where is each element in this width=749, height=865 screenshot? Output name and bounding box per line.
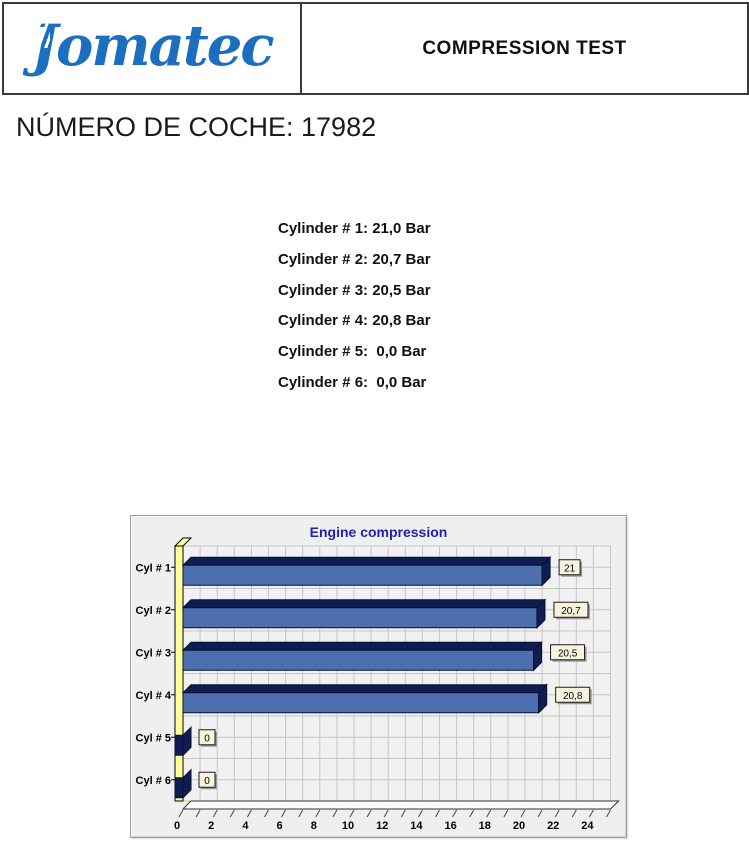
svg-text:24: 24 [581, 820, 594, 832]
y-axis-label-cyl5: Cyl # 5 [136, 732, 171, 744]
svg-text:0: 0 [174, 820, 180, 832]
report-header: Jomatec COMPRESSION TEST [2, 2, 749, 95]
bar-cyl1 [181, 556, 552, 587]
logo-cell: Jomatec [4, 4, 302, 93]
jomatec-logo: Jomatec [31, 12, 275, 80]
logo-letter-j: J [31, 12, 58, 79]
y-axis-label-cyl2: Cyl # 2 [136, 605, 171, 617]
reading-line: Cylinder # 4: 20,8 Bar [278, 312, 431, 330]
cylinder-readings-list: Cylinder # 1: 21,0 Bar Cylinder # 2: 20,… [278, 214, 431, 399]
x-axis-labels: 0 2 4 6 8 10 12 14 16 18 20 22 24 [174, 820, 594, 832]
value-label-cyl6: 0 [198, 771, 217, 790]
reading-line: Cylinder # 3: 20,5 Bar [278, 281, 431, 299]
grid-lines [183, 545, 611, 802]
svg-text:2: 2 [208, 820, 214, 832]
svg-text:8: 8 [311, 820, 317, 832]
y-axis-label-cyl6: Cyl # 6 [136, 775, 171, 787]
svg-text:18: 18 [479, 820, 491, 832]
car-number-heading: NÚMERO DE COCHE: 17982 [16, 112, 377, 142]
y-axis-label-cyl4: Cyl # 4 [136, 690, 172, 702]
value-label-cyl3: 20,5 [550, 644, 587, 662]
bar-cyl2 [181, 598, 547, 629]
svg-text:10: 10 [342, 820, 354, 832]
value-label-cyl1: 21 [558, 559, 583, 577]
reading-line: Cylinder # 5: 0,0 Bar [278, 343, 427, 361]
reading-line: Cylinder # 2: 20,7 Bar [278, 250, 431, 268]
x-axis-floor [181, 800, 620, 810]
value-label-cyl5: 0 [198, 729, 217, 747]
y-axis-label-cyl3: Cyl # 3 [136, 647, 171, 659]
svg-text:14: 14 [410, 820, 423, 832]
svg-text:20: 20 [513, 820, 525, 832]
svg-text:0: 0 [204, 733, 210, 744]
title-cell: COMPRESSION TEST [302, 4, 747, 93]
bar-cyl6 [174, 768, 192, 799]
svg-text:6: 6 [277, 820, 283, 832]
reading-line: Cylinder # 6: 0,0 Bar [278, 373, 427, 391]
svg-text:21: 21 [564, 563, 576, 574]
svg-text:12: 12 [376, 820, 388, 832]
chart-title: Engine compression [309, 524, 448, 540]
svg-text:22: 22 [547, 820, 559, 832]
svg-text:20,5: 20,5 [558, 648, 578, 659]
bar-cyl3 [181, 641, 543, 672]
x-axis-ticks [178, 809, 611, 818]
reading-line: Cylinder # 1: 21,0 Bar [278, 220, 431, 237]
svg-text:4: 4 [242, 820, 249, 832]
y-axis-labels: Cyl # 1 Cyl # 2 Cyl # 3 Cyl # 4 Cyl # 5 Cyl #… [136, 562, 175, 787]
axis-wall [173, 537, 193, 802]
svg-text:16: 16 [444, 820, 456, 832]
value-label-cyl2: 20,7 [553, 601, 590, 620]
svg-text:20,8: 20,8 [563, 691, 583, 702]
report-title: COMPRESSION TEST [422, 37, 627, 59]
value-label-cyl4: 20,8 [555, 686, 592, 705]
logo-letters-rest: omatec [56, 12, 274, 79]
bar-cyl4 [181, 683, 548, 714]
svg-text:20,7: 20,7 [561, 606, 581, 617]
engine-compression-chart: 0 2 4 6 8 10 12 14 16 18 20 22 24 Cyl # 1 Cyl # 2 Cyl #… [130, 515, 627, 838]
bar-cyl5 [174, 726, 192, 757]
y-axis-label-cyl1: Cyl # 1 [136, 562, 171, 574]
svg-text:0: 0 [204, 776, 210, 787]
